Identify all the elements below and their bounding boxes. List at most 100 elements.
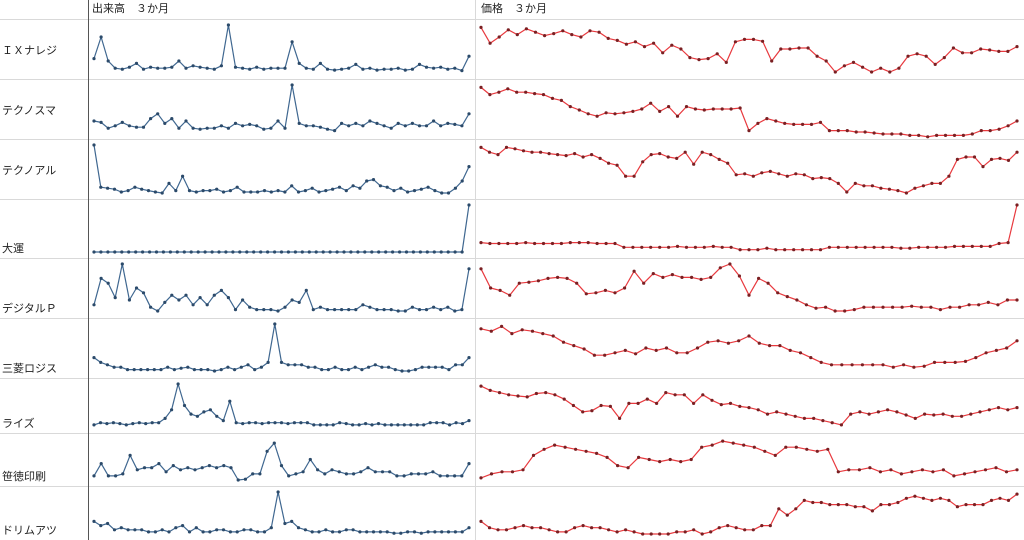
price-point [870, 184, 875, 188]
price-point [862, 505, 866, 509]
price-point [564, 154, 568, 158]
price-point [530, 329, 535, 333]
volume-point [410, 305, 414, 309]
price-point [595, 114, 599, 118]
price-point [819, 360, 823, 364]
volume-point [290, 519, 294, 524]
volume-point [176, 382, 180, 386]
price-point [595, 451, 599, 455]
price-point [607, 161, 611, 165]
volume-point [202, 410, 206, 414]
volume-point [432, 66, 436, 70]
price-point [718, 266, 722, 270]
price-point [948, 305, 952, 309]
price-point [598, 156, 602, 160]
volume-point [160, 191, 164, 195]
price-point [868, 466, 872, 470]
price-point [651, 272, 655, 276]
volume-point [389, 308, 393, 312]
price-point [912, 365, 916, 369]
volume-point [125, 368, 130, 372]
volume-point [105, 422, 109, 426]
price-series-line [480, 440, 1018, 479]
price-point [717, 157, 721, 161]
volume-point [194, 526, 198, 530]
volume-point [119, 526, 123, 530]
price-point [913, 416, 917, 420]
volume-point [396, 309, 400, 313]
price-point [711, 244, 715, 248]
price-point [899, 472, 904, 476]
price-point [794, 172, 798, 176]
volume-point [387, 365, 391, 369]
price-point [826, 447, 830, 451]
volume-point [231, 250, 235, 254]
price-point [775, 410, 779, 414]
volume-point [137, 421, 141, 425]
volume-point [179, 366, 183, 370]
volume-point [266, 360, 270, 364]
price-point [840, 363, 844, 367]
volume-point [453, 186, 457, 190]
price-point [729, 245, 733, 249]
price-point [506, 87, 510, 91]
volume-point [112, 187, 117, 191]
volume-point [460, 69, 464, 73]
volume-point [383, 423, 387, 427]
price-point [890, 245, 894, 249]
price-point [950, 414, 954, 418]
volume-point [134, 286, 139, 290]
volume-point [446, 121, 450, 125]
volume-point [177, 126, 181, 130]
price-point [631, 109, 635, 113]
price-point [516, 394, 520, 398]
volume-point [92, 119, 96, 123]
price-point [941, 412, 945, 416]
price-point [983, 468, 988, 472]
volume-point [360, 368, 364, 372]
price-point [729, 107, 733, 111]
price-point [785, 513, 789, 517]
price-point [921, 496, 926, 500]
volume-point [99, 185, 103, 189]
volume-point [174, 526, 178, 530]
volume-point [187, 189, 192, 193]
price-point [515, 90, 519, 94]
volume-point [235, 185, 239, 189]
price-point [904, 413, 908, 417]
price-point [845, 190, 849, 194]
volume-point [340, 308, 344, 312]
price-point [699, 277, 703, 281]
volume-point [279, 464, 284, 468]
volume-point [344, 528, 348, 532]
price-point [881, 305, 885, 309]
price-point [984, 351, 988, 355]
price-series-line [480, 27, 1018, 73]
volume-point [279, 360, 284, 364]
price-point [675, 114, 680, 118]
price-point [763, 449, 767, 453]
volume-point [385, 530, 389, 534]
price-point [613, 351, 617, 355]
volume-point [317, 530, 321, 534]
price-point [768, 344, 772, 348]
price-point [1006, 241, 1010, 245]
price-point [579, 35, 583, 39]
price-point [716, 339, 720, 343]
price-point [618, 416, 622, 420]
volume-point [195, 414, 199, 418]
volume-point [127, 124, 131, 128]
price-point [734, 173, 738, 177]
volume-point [290, 184, 294, 188]
price-point [872, 245, 876, 249]
price-point [615, 38, 619, 43]
volume-point [205, 303, 209, 307]
price-point [778, 344, 782, 348]
price-point [667, 245, 671, 249]
price-point [697, 58, 701, 62]
price-point [606, 36, 610, 41]
price-point [902, 363, 906, 367]
volume-point [373, 470, 377, 474]
price-point [970, 51, 974, 55]
price-point [890, 132, 894, 136]
